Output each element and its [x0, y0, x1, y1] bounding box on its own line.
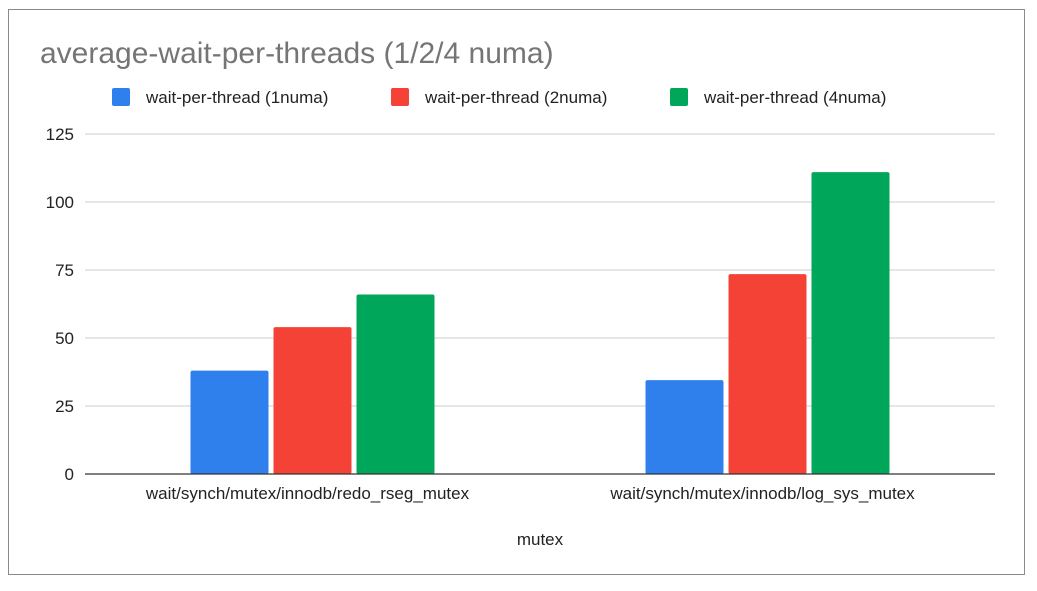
- y-tick-label: 25: [55, 397, 74, 416]
- legend-label: wait-per-thread (4numa): [703, 88, 886, 107]
- y-axis-ticks: 0 25 50 75 100 125: [46, 125, 74, 484]
- bar: [273, 327, 352, 474]
- y-tick-label: 75: [55, 261, 74, 280]
- y-tick-label: 100: [46, 193, 74, 212]
- bar: [190, 370, 269, 474]
- legend: wait-per-thread (1numa) wait-per-thread (…: [112, 88, 886, 107]
- legend-swatch: [112, 88, 130, 106]
- legend-label: wait-per-thread (1numa): [145, 88, 328, 107]
- y-tick-label: 0: [65, 465, 74, 484]
- legend-swatch: [670, 88, 688, 106]
- bar: [728, 274, 807, 474]
- legend-swatch: [391, 88, 409, 106]
- x-axis-title: mutex: [517, 530, 564, 549]
- y-tick-label: 125: [46, 125, 74, 144]
- chart-title: average-wait-per-threads (1/2/4 numa): [40, 37, 554, 70]
- bar: [356, 294, 435, 474]
- x-tick-label: wait/synch/mutex/innodb/redo_rseg_mutex: [145, 484, 470, 503]
- bar: [811, 172, 890, 474]
- x-axis: wait/synch/mutex/innodb/redo_rseg_mutex w…: [85, 473, 995, 503]
- bar: [645, 380, 724, 474]
- y-tick-label: 50: [55, 329, 74, 348]
- x-tick-label: wait/synch/mutex/innodb/log_sys_mutex: [609, 484, 915, 503]
- bars: [190, 172, 890, 474]
- legend-label: wait-per-thread (2numa): [424, 88, 607, 107]
